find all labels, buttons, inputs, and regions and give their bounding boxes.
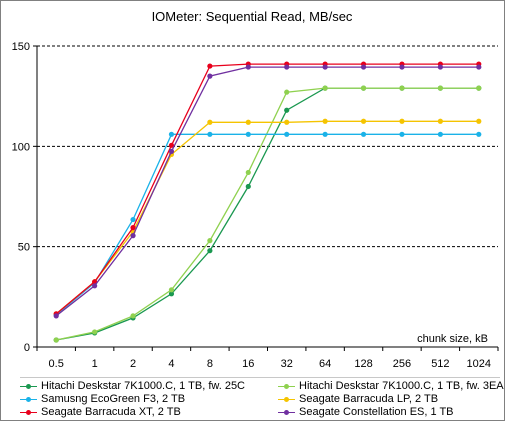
- data-point: [168, 131, 175, 137]
- series-line: [55, 120, 479, 315]
- x-tick-label: 32: [281, 358, 293, 370]
- y-tick-label: 0: [24, 342, 30, 354]
- data-point: [437, 85, 443, 91]
- legend-label: Seagate Barracuda XT, 2 TB: [41, 406, 181, 418]
- data-point: [245, 131, 251, 137]
- legend-swatch: [278, 397, 295, 402]
- legend-label: Hitachi Deskstar 7K1000.C, 1 TB, fw. 3EA: [299, 380, 504, 392]
- data-point: [476, 118, 482, 124]
- data-point: [360, 118, 367, 124]
- series-lines: [53, 61, 482, 343]
- data-point: [168, 291, 175, 297]
- legend-swatch: [20, 410, 37, 415]
- data-point: [168, 287, 175, 293]
- data-point: [322, 64, 328, 70]
- legend-label: Seagate Constellation ES, 1 TB: [299, 406, 454, 418]
- series-2: [53, 85, 482, 343]
- data-point: [284, 89, 290, 95]
- data-point: [476, 85, 482, 91]
- x-tick-label: 2: [130, 358, 136, 370]
- data-point: [437, 118, 443, 124]
- y-tick-label: 150: [12, 41, 30, 53]
- data-point: [399, 118, 405, 124]
- data-point: [130, 233, 136, 239]
- series-line: [56, 87, 479, 341]
- x-tick-label: 8: [207, 358, 213, 370]
- data-point: [168, 142, 175, 148]
- data-point: [284, 119, 290, 125]
- x-tick-label: 256: [393, 358, 411, 370]
- data-point: [130, 225, 136, 231]
- series-6: [53, 64, 482, 319]
- data-point: [322, 118, 328, 124]
- data-point: [92, 283, 98, 289]
- x-tick-label: 4: [168, 358, 174, 370]
- legend-label: Samusng EcoGreen F3, 2 TB: [41, 393, 186, 405]
- x-tick-label: 1: [92, 358, 98, 370]
- series-line: [55, 66, 479, 317]
- y-tick-label: 50: [18, 242, 30, 254]
- legend-swatch: [20, 397, 37, 402]
- data-point: [92, 329, 98, 335]
- legend-swatch: [278, 384, 295, 389]
- data-point: [476, 64, 482, 70]
- data-point: [130, 313, 136, 319]
- data-point: [360, 131, 367, 137]
- series-line: [55, 133, 479, 316]
- x-tick-label: 64: [319, 358, 331, 370]
- legend: Hitachi Deskstar 7K1000.C, 1 TB, fw. 25C…: [20, 377, 504, 418]
- data-point: [360, 64, 367, 70]
- data-point: [399, 131, 405, 137]
- legend-swatch: [20, 384, 37, 389]
- series-line: [56, 87, 479, 341]
- data-point: [245, 169, 251, 176]
- data-point: [284, 64, 290, 70]
- data-point: [284, 131, 290, 137]
- x-tick-label: 16: [242, 358, 254, 370]
- x-tick-label: 0.5: [49, 358, 64, 370]
- data-point: [245, 64, 251, 70]
- data-point: [207, 119, 213, 125]
- data-point: [53, 313, 59, 319]
- data-point: [207, 131, 213, 137]
- data-point: [130, 216, 136, 223]
- grid-lines: [37, 45, 498, 248]
- series-5: [53, 61, 482, 317]
- series-line: [55, 63, 479, 315]
- data-point: [207, 73, 213, 79]
- data-point: [207, 248, 213, 254]
- data-point: [322, 131, 328, 137]
- data-point: [207, 238, 213, 244]
- legend-label: Hitachi Deskstar 7K1000.C, 1 TB, fw. 25C: [41, 380, 245, 392]
- x-axis-label: chunk size, kB: [417, 333, 488, 345]
- x-tick-label: 128: [354, 358, 372, 370]
- data-point: [322, 85, 328, 91]
- axes: 0 50 100 150 0.5 1 2 4 8 16 32 64 128 256 512 1024: [12, 41, 499, 370]
- data-point: [360, 85, 367, 91]
- legend-swatch: [278, 410, 295, 415]
- data-point: [245, 119, 251, 125]
- data-point: [399, 64, 405, 70]
- x-tick-label: 512: [431, 358, 449, 370]
- chart-title: IOMeter: Sequential Read, MB/sec: [152, 9, 353, 24]
- x-tick-label: 1024: [467, 358, 491, 370]
- data-point: [245, 183, 251, 190]
- data-point: [399, 85, 405, 91]
- data-point: [207, 63, 213, 69]
- data-point: [284, 107, 290, 113]
- data-point: [168, 148, 175, 154]
- data-point: [53, 337, 59, 343]
- data-point: [476, 131, 482, 137]
- data-point: [437, 131, 443, 137]
- data-point: [437, 64, 443, 70]
- series-3: [53, 131, 482, 318]
- y-tick-label: 100: [12, 141, 30, 153]
- series-1: [53, 85, 482, 343]
- legend-label: Seagate Barracuda LP, 2 TB: [299, 393, 439, 405]
